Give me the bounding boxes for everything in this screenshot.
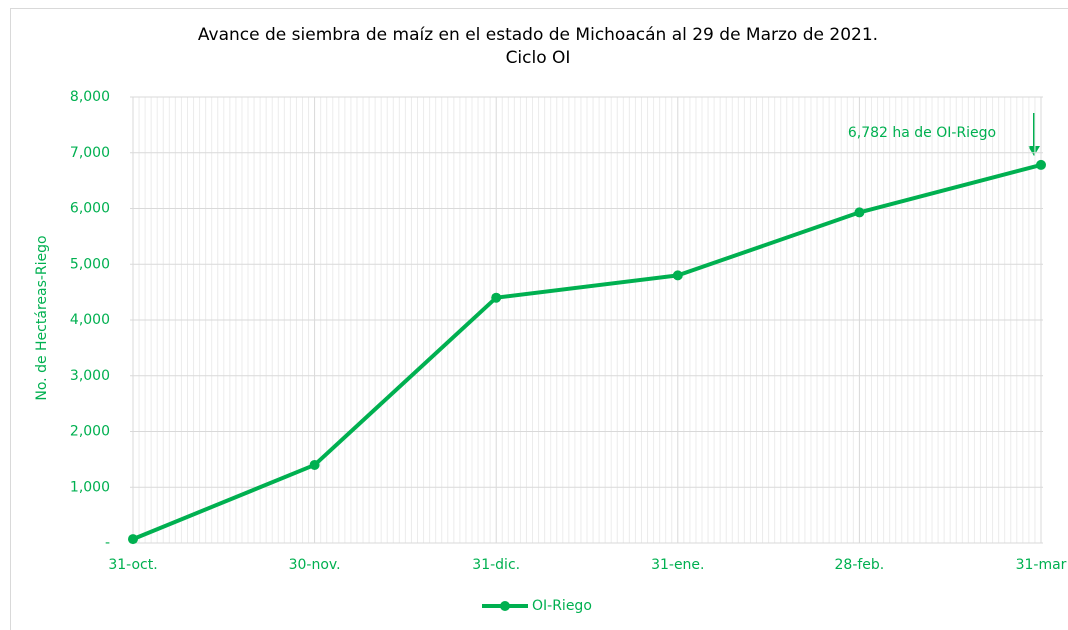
chart-subtitle: Ciclo OI xyxy=(506,48,571,68)
point xyxy=(672,270,683,281)
annotation: 6,782 ha de OI-Riego xyxy=(848,125,996,141)
y-tick-label: 8,000 xyxy=(70,89,110,105)
y-axis-label: No. de Hectáreas-Riego xyxy=(34,235,50,400)
point xyxy=(491,292,502,303)
x-tick-label: 31-dic. xyxy=(472,557,520,573)
y-tick-label: 4,000 xyxy=(70,312,110,328)
y-tick-label: 7,000 xyxy=(70,145,110,161)
point xyxy=(1036,159,1046,170)
y-tick-label: 5,000 xyxy=(70,256,110,272)
point xyxy=(128,534,138,545)
point xyxy=(854,207,865,218)
chart-title: Avance de siembra de maíz en el estado d… xyxy=(198,25,878,45)
y-tick-label: 2,000 xyxy=(70,424,110,440)
y-tick-label: 1,000 xyxy=(70,479,110,495)
point xyxy=(309,459,320,470)
x-tick-label: 31-oct. xyxy=(108,557,157,573)
y-tick-label: 3,000 xyxy=(70,368,110,384)
chart-frame xyxy=(10,8,1068,630)
x-tick-label: 30-nov. xyxy=(289,557,341,573)
y-tick-label: - xyxy=(105,535,110,551)
x-tick-label: 31-mar xyxy=(1016,557,1067,573)
legend-marker xyxy=(500,601,510,611)
x-tick-label: 28-feb. xyxy=(835,557,885,573)
x-tick-label: 31-ene. xyxy=(651,557,704,573)
line xyxy=(132,162,1042,541)
annotation-arrowhead xyxy=(1028,146,1040,156)
y-tick-label: 6,000 xyxy=(70,201,110,217)
legend-label: OI-Riego xyxy=(532,598,592,614)
